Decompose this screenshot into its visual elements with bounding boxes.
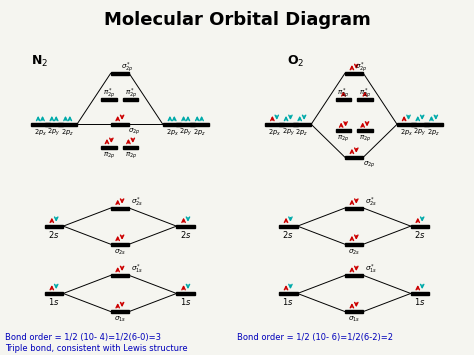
Bar (190, 123, 209, 126)
Bar (101, 98, 117, 101)
Bar (45, 292, 64, 295)
Text: $2p_x$: $2p_x$ (34, 127, 47, 138)
Bar (410, 225, 429, 228)
Text: $\sigma^*_{1s}$: $\sigma^*_{1s}$ (131, 263, 143, 276)
Text: $2p_z$: $2p_z$ (61, 127, 74, 138)
Bar (336, 98, 351, 101)
Bar (336, 130, 351, 132)
Text: Molecular Orbital Diagram: Molecular Orbital Diagram (104, 11, 370, 29)
Bar (45, 123, 64, 126)
Bar (357, 98, 373, 101)
Text: $\sigma^*_{1s}$: $\sigma^*_{1s}$ (365, 263, 377, 276)
Bar (279, 123, 298, 126)
Bar (110, 310, 129, 313)
Bar (110, 243, 129, 246)
Text: $\sigma_{1s}$: $\sigma_{1s}$ (114, 315, 126, 324)
Bar (345, 156, 364, 159)
Text: $2p_y$: $2p_y$ (47, 127, 61, 138)
Bar (265, 123, 284, 126)
Bar (110, 123, 129, 126)
Bar (176, 292, 195, 295)
Text: $\sigma_{2s}$: $\sigma_{2s}$ (348, 248, 360, 257)
Bar (279, 292, 298, 295)
Bar (397, 123, 416, 126)
Text: Triple bond, consistent with Lewis structure: Triple bond, consistent with Lewis struc… (5, 344, 188, 353)
Bar (110, 207, 129, 209)
Text: $\pi_{2p}$: $\pi_{2p}$ (103, 150, 115, 161)
Text: $2s$: $2s$ (48, 229, 60, 240)
Text: Bond order = 1/2 (10- 4)=1/2(6-0)=3: Bond order = 1/2 (10- 4)=1/2(6-0)=3 (5, 333, 161, 342)
Text: $\sigma_{2s}$: $\sigma_{2s}$ (114, 248, 126, 257)
Text: $\pi_{2p}$: $\pi_{2p}$ (359, 134, 371, 144)
Text: Bond order = 1/2 (10- 6)=1/2(6-2)=2: Bond order = 1/2 (10- 6)=1/2(6-2)=2 (237, 333, 393, 342)
Bar (279, 225, 298, 228)
Text: $\sigma_{2p}$: $\sigma_{2p}$ (363, 159, 375, 170)
Text: $2s$: $2s$ (180, 229, 191, 240)
Text: $1s$: $1s$ (414, 296, 426, 307)
Bar (410, 123, 429, 126)
Bar (123, 98, 138, 101)
Text: N$_2$: N$_2$ (31, 54, 48, 70)
Text: $2p_y$: $2p_y$ (282, 127, 295, 138)
Bar (410, 292, 429, 295)
Text: $\pi_{2p}$: $\pi_{2p}$ (337, 134, 349, 144)
Bar (345, 243, 364, 246)
Bar (176, 123, 195, 126)
Bar (357, 130, 373, 132)
Bar (123, 146, 138, 149)
Text: $2p_x$: $2p_x$ (165, 127, 179, 138)
Text: $\sigma_{2p}$: $\sigma_{2p}$ (128, 126, 141, 137)
Text: $\pi^*_{2p}$: $\pi^*_{2p}$ (125, 87, 137, 101)
Bar (176, 225, 195, 228)
Text: $2p_z$: $2p_z$ (295, 127, 309, 138)
Bar (345, 274, 364, 277)
Text: $1s$: $1s$ (48, 296, 60, 307)
Bar (110, 72, 129, 75)
Text: $\pi^*_{2p}$: $\pi^*_{2p}$ (359, 87, 371, 101)
Text: $2p_x$: $2p_x$ (400, 127, 413, 138)
Text: $2s$: $2s$ (283, 229, 294, 240)
Text: $\sigma^*_{2s}$: $\sigma^*_{2s}$ (365, 196, 377, 209)
Bar (345, 207, 364, 209)
Text: $\sigma_{1s}$: $\sigma_{1s}$ (348, 315, 360, 324)
Text: $2p_x$: $2p_x$ (268, 127, 281, 138)
Bar (45, 225, 64, 228)
Bar (110, 274, 129, 277)
Text: O$_2$: O$_2$ (287, 54, 304, 70)
Text: $2p_z$: $2p_z$ (193, 127, 206, 138)
Text: $2s$: $2s$ (414, 229, 426, 240)
Bar (31, 123, 50, 126)
Text: $\pi^*_{2p}$: $\pi^*_{2p}$ (103, 87, 115, 101)
Bar (292, 123, 311, 126)
Bar (345, 72, 364, 75)
Text: $\sigma^*_{2p}$: $\sigma^*_{2p}$ (121, 60, 133, 75)
Text: $1s$: $1s$ (180, 296, 191, 307)
Bar (101, 146, 117, 149)
Text: $1s$: $1s$ (283, 296, 294, 307)
Text: $\sigma^*_{2s}$: $\sigma^*_{2s}$ (131, 196, 143, 209)
Bar (163, 123, 182, 126)
Text: $2p_y$: $2p_y$ (413, 127, 427, 138)
Bar (345, 310, 364, 313)
Text: $\pi_{2p}$: $\pi_{2p}$ (125, 150, 137, 161)
Text: $\sigma^*_{2p}$: $\sigma^*_{2p}$ (355, 60, 368, 75)
Text: $2p_z$: $2p_z$ (427, 127, 440, 138)
Text: $\pi^*_{2p}$: $\pi^*_{2p}$ (337, 87, 349, 101)
Bar (58, 123, 77, 126)
Text: $2p_y$: $2p_y$ (179, 127, 192, 138)
Bar (424, 123, 443, 126)
